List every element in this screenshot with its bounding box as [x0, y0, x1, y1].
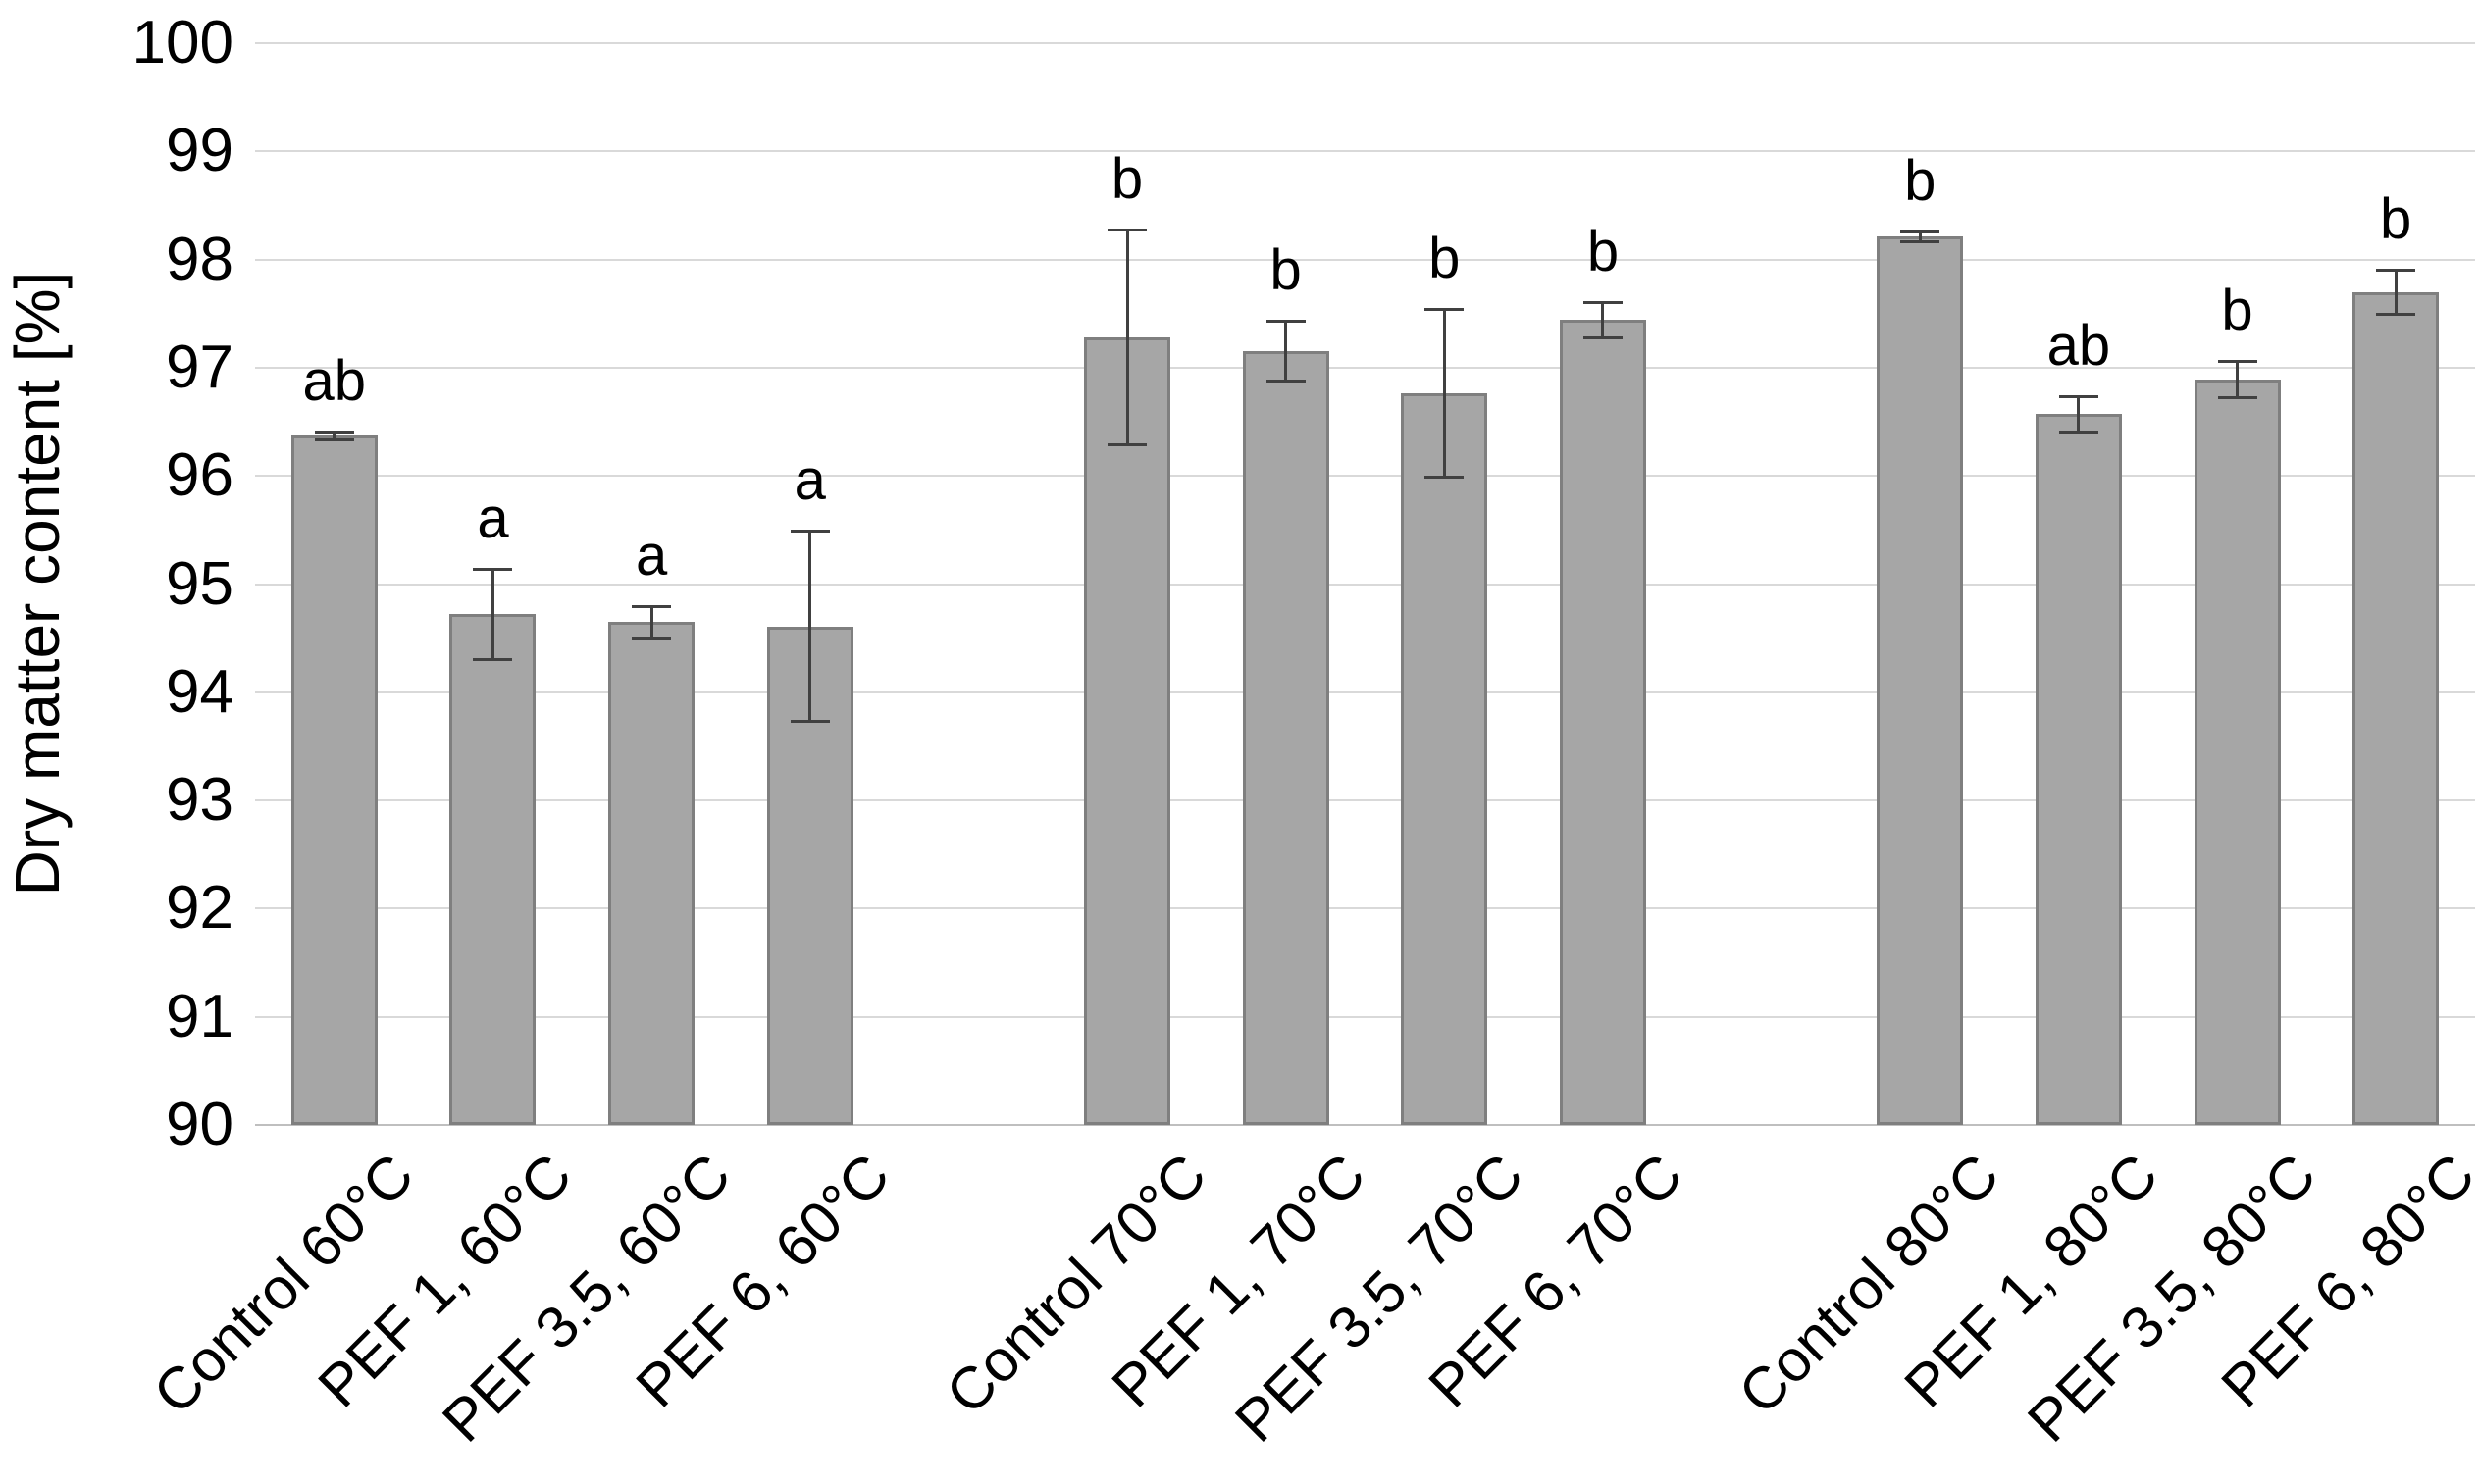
error-bar	[1125, 229, 1129, 446]
error-bar	[1284, 321, 1288, 383]
error-bar-cap-bottom	[1265, 380, 1306, 384]
significance-letter: b	[1269, 238, 1302, 303]
gridline	[255, 907, 2475, 910]
error-bar-cap-top	[2217, 360, 2257, 364]
gridline	[255, 691, 2475, 693]
bar	[1559, 320, 1646, 1125]
significance-letter: b	[1428, 227, 1461, 291]
error-bar-cap-bottom	[790, 719, 830, 723]
gridline	[255, 42, 2475, 44]
bar	[2352, 291, 2440, 1125]
error-bar	[1601, 301, 1605, 339]
error-bar-cap-bottom	[1424, 476, 1465, 480]
error-bar	[808, 531, 812, 722]
error-bar	[491, 569, 494, 660]
y-tick-label: 98	[166, 225, 233, 293]
gridline	[255, 366, 2475, 369]
significance-letter: b	[2221, 279, 2253, 343]
significance-letter: a	[477, 486, 509, 551]
error-bar-cap-top	[790, 530, 830, 534]
error-bar	[2077, 395, 2081, 434]
error-bar-cap-top	[1265, 320, 1306, 324]
significance-letter: ab	[2046, 313, 2111, 378]
error-bar-cap-bottom	[473, 657, 513, 661]
bar	[2035, 414, 2122, 1125]
error-bar-cap-bottom	[314, 437, 354, 441]
y-tick-label: 93	[166, 766, 233, 835]
y-tick-label: 92	[166, 874, 233, 943]
error-bar-cap-top	[1900, 230, 1940, 233]
gridline	[255, 583, 2475, 586]
error-bar-cap-bottom	[2376, 312, 2416, 316]
significance-letter: b	[2380, 186, 2412, 251]
y-tick-label: 100	[131, 9, 233, 77]
significance-letter: b	[1586, 219, 1620, 283]
error-bar-cap-bottom	[1582, 336, 1623, 340]
error-bar-cap-top	[314, 430, 354, 434]
error-bar	[1442, 309, 1446, 479]
y-tick-label: 91	[166, 982, 233, 1050]
bar	[2194, 380, 2281, 1125]
error-bar-cap-top	[632, 604, 672, 608]
significance-letter: a	[794, 448, 826, 513]
error-bar-cap-bottom	[632, 636, 672, 640]
gridline	[255, 1015, 2475, 1018]
gridline	[255, 258, 2475, 261]
bar	[1877, 236, 1964, 1125]
error-bar-cap-bottom	[1108, 443, 1148, 447]
error-bar-cap-top	[1582, 300, 1623, 304]
y-tick-label: 97	[166, 333, 233, 401]
error-bar-cap-bottom	[1900, 239, 1940, 243]
y-tick-label: 95	[166, 549, 233, 618]
significance-letter: b	[1110, 146, 1144, 211]
significance-letter: b	[1904, 148, 1937, 213]
error-bar-cap-top	[1424, 308, 1465, 312]
bar	[1084, 337, 1171, 1125]
error-bar-cap-top	[2376, 268, 2416, 272]
gridline	[255, 475, 2475, 478]
significance-letter: ab	[302, 348, 367, 413]
y-tick-label: 96	[166, 441, 233, 510]
significance-letter: a	[635, 523, 668, 588]
error-bar-cap-bottom	[2217, 395, 2257, 399]
error-bar	[333, 431, 336, 440]
y-tick-label: 90	[166, 1091, 233, 1158]
bar	[1242, 351, 1329, 1125]
y-tick-label: 94	[166, 657, 233, 726]
gridline	[255, 150, 2475, 153]
gridline	[255, 799, 2475, 802]
bar	[1401, 393, 1488, 1125]
gridline	[255, 1124, 2475, 1126]
error-bar-cap-top	[1108, 228, 1148, 231]
error-bar-cap-top	[2058, 394, 2098, 398]
y-tick-label: 99	[166, 117, 233, 185]
error-bar	[1918, 230, 1922, 242]
bar	[449, 614, 537, 1125]
error-bar	[649, 605, 653, 639]
error-bar	[2236, 361, 2240, 398]
error-bar-cap-top	[473, 568, 513, 572]
error-bar	[2394, 269, 2398, 315]
bar	[608, 622, 696, 1125]
error-bar-cap-bottom	[2058, 431, 2098, 435]
bar	[290, 435, 378, 1125]
